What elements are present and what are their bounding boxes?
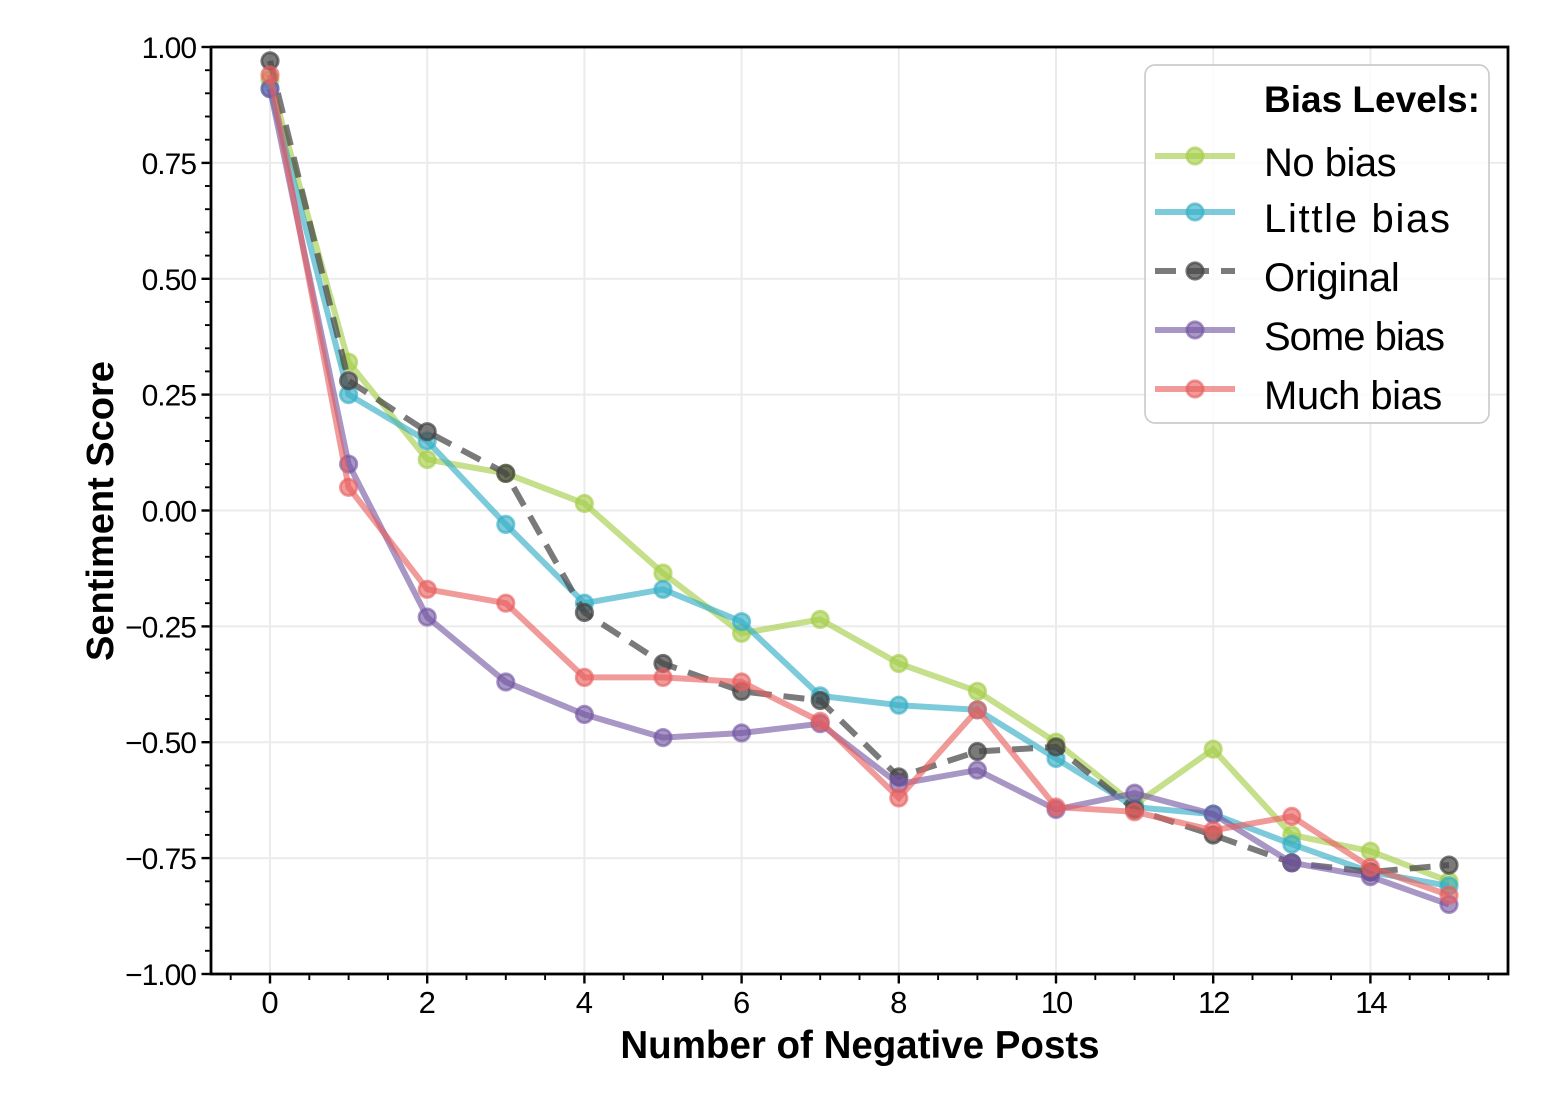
svg-text:0.25: 0.25 [142, 380, 197, 413]
svg-text:Sentiment Score: Sentiment Score [80, 361, 122, 661]
svg-text:0.50: 0.50 [142, 264, 197, 297]
svg-text:1.00: 1.00 [142, 32, 197, 65]
svg-text:−0.75: −0.75 [125, 843, 196, 876]
svg-text:Number of Negative Posts: Number of Negative Posts [620, 1024, 1099, 1067]
svg-text:No bias: No bias [1264, 141, 1396, 185]
svg-text:−1.00: −1.00 [125, 959, 196, 992]
svg-text:0: 0 [261, 985, 278, 1020]
svg-text:0.00: 0.00 [142, 496, 197, 529]
svg-text:−0.50: −0.50 [125, 727, 196, 760]
svg-text:0.75: 0.75 [142, 148, 197, 181]
svg-text:Bias Levels:: Bias Levels: [1264, 79, 1480, 120]
svg-text:14: 14 [1355, 985, 1387, 1020]
svg-text:Original: Original [1264, 256, 1399, 300]
svg-text:Little bias: Little bias [1264, 197, 1452, 241]
svg-text:−0.25: −0.25 [125, 611, 196, 644]
svg-text:4: 4 [576, 985, 593, 1020]
svg-text:2: 2 [419, 985, 436, 1020]
svg-text:10: 10 [1041, 985, 1073, 1020]
svg-text:Much bias: Much bias [1264, 374, 1442, 418]
svg-text:6: 6 [733, 985, 750, 1020]
svg-text:8: 8 [890, 985, 907, 1020]
svg-text:12: 12 [1198, 985, 1229, 1020]
svg-text:Some bias: Some bias [1264, 315, 1444, 359]
